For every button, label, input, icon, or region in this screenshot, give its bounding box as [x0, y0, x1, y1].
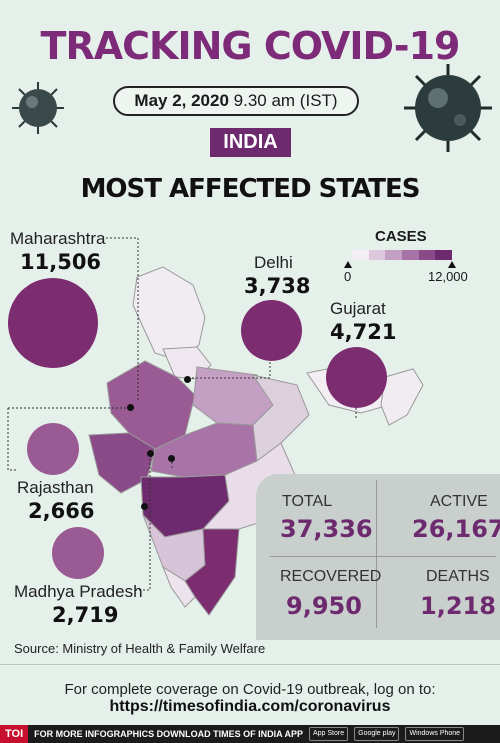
legend-swatch	[352, 250, 369, 260]
stats-divider-vertical	[376, 480, 377, 628]
date-text: May 2, 2020	[134, 91, 229, 110]
bubble-delhi	[241, 300, 302, 361]
map-dot-gujarat	[147, 450, 154, 457]
section-subtitle: MOST AFFECTED STATES	[80, 174, 421, 204]
country-badge: INDIA	[210, 128, 291, 157]
deaths-label: DEATHS	[426, 568, 490, 585]
legend-scale	[352, 250, 453, 260]
app-store-badge[interactable]: App Store	[308, 727, 349, 741]
state-label-madhya-pradesh: Madhya Pradesh	[14, 582, 143, 601]
map-dot-mp	[168, 455, 175, 462]
app-download-strip: TOI FOR MORE INFOGRAPHICS DOWNLOAD TIMES…	[0, 725, 500, 743]
legend-title: CASES	[375, 228, 427, 245]
page-title: TRACKING COVID-19	[40, 24, 461, 68]
state-label-delhi: Delhi	[254, 253, 293, 272]
virus-icon-right	[404, 64, 492, 152]
deaths-value: 1,218	[420, 592, 496, 620]
total-label: TOTAL	[282, 493, 333, 510]
state-label-gujarat: Gujarat	[330, 299, 386, 318]
legend-swatch	[402, 250, 419, 260]
map-dot-rajasthan	[127, 404, 134, 411]
state-label-maharashtra: Maharashtra	[10, 229, 106, 248]
stats-divider-horizontal	[270, 556, 496, 557]
legend-swatch	[435, 250, 453, 260]
legend-swatch	[385, 250, 403, 260]
state-cases-delhi: 3,738	[244, 274, 311, 298]
total-value: 37,336	[280, 515, 373, 543]
india-map	[88, 266, 424, 616]
legend-swatch	[418, 250, 436, 260]
source-note: Source: Ministry of Health & Family Welf…	[14, 641, 266, 656]
footer-text: For complete coverage on Covid-19 outbre…	[64, 681, 436, 698]
windows-phone-badge[interactable]: Windows Phone	[405, 727, 465, 741]
state-cases-gujarat: 4,721	[330, 320, 397, 344]
map-dot-maharashtra	[141, 503, 148, 510]
brand-logo: TOI	[0, 725, 29, 743]
bubble-maharashtra	[8, 278, 98, 368]
active-value: 26,167	[412, 515, 500, 543]
date-pill: May 2, 2020 9.30 am (IST)	[113, 86, 359, 116]
legend-swatch	[368, 250, 386, 260]
bubble-madhya-pradesh	[52, 527, 104, 579]
active-label: ACTIVE	[430, 493, 488, 510]
bubble-gujarat	[326, 347, 387, 408]
google-play-badge[interactable]: Google play	[354, 727, 400, 741]
legend-min: 0	[344, 269, 352, 284]
footer-link[interactable]: https://timesofindia.com/coronavirus	[109, 698, 391, 715]
state-label-rajasthan: Rajasthan	[17, 478, 94, 497]
bubble-rajasthan	[27, 423, 79, 475]
virus-icon-left	[12, 82, 64, 134]
recovered-value: 9,950	[286, 592, 362, 620]
legend-max: 12,000	[428, 269, 468, 284]
map-dot-delhi	[184, 376, 191, 383]
stats-panel	[256, 474, 500, 640]
state-cases-maharashtra: 11,506	[20, 250, 102, 274]
recovered-label: RECOVERED	[280, 568, 382, 585]
legend-ticks	[344, 261, 456, 268]
state-cases-madhya-pradesh: 2,719	[52, 603, 119, 627]
footer-divider	[0, 664, 500, 665]
state-cases-rajasthan: 2,666	[28, 499, 95, 523]
strip-text: FOR MORE INFOGRAPHICS DOWNLOAD TIMES OF …	[34, 729, 303, 739]
time-text: 9.30 am (IST)	[233, 91, 338, 110]
